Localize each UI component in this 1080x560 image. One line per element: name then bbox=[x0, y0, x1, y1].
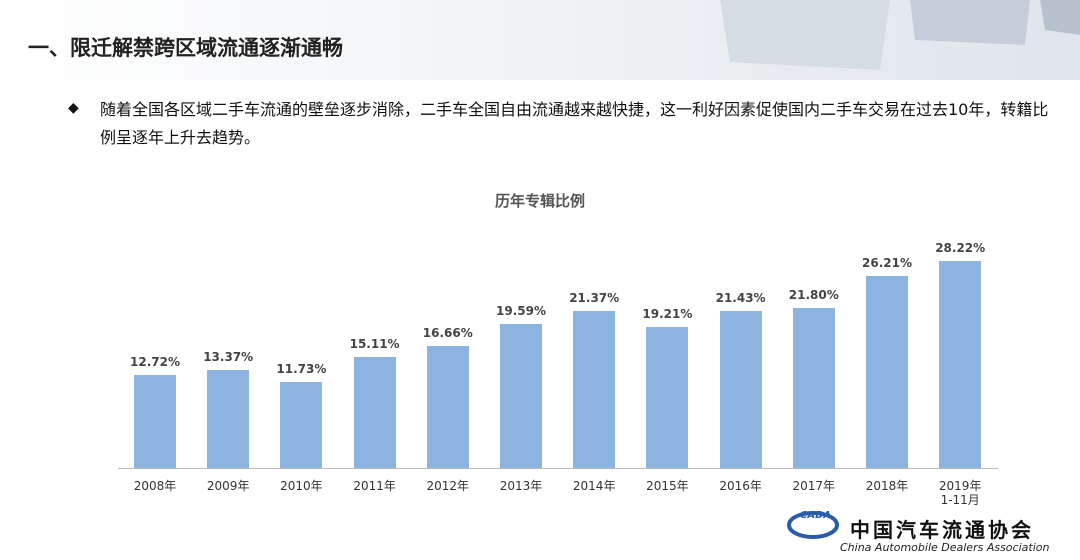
bullet-marker: ◆ bbox=[68, 100, 79, 116]
value-label: 28.22% bbox=[935, 240, 986, 255]
logo-english: China Automobile Dealers Association bbox=[840, 541, 1050, 554]
header-band bbox=[0, 0, 1080, 80]
x-tick-label: 2013年 bbox=[499, 479, 543, 493]
bar bbox=[792, 307, 835, 468]
bar bbox=[646, 326, 689, 468]
x-tick-label: 2014年 bbox=[572, 479, 616, 493]
x-tick-label: 2008年 bbox=[133, 479, 177, 493]
value-label: 12.72% bbox=[130, 354, 180, 369]
baseline bbox=[118, 468, 998, 469]
x-tick-label: 2017年 bbox=[792, 479, 836, 493]
x-tick-label: 2016年 bbox=[719, 479, 762, 493]
x-tick-label: 2012年 bbox=[426, 479, 470, 493]
bar bbox=[719, 310, 762, 468]
value-label: 13.37% bbox=[203, 349, 254, 364]
value-label: 16.66% bbox=[422, 325, 473, 340]
bar bbox=[353, 357, 396, 468]
x-tick-label: 2019年 1-11月 bbox=[938, 479, 982, 507]
logo-icon bbox=[787, 511, 839, 539]
bar bbox=[573, 311, 616, 468]
logo-mark: CADA bbox=[800, 510, 832, 521]
value-label: 21.80% bbox=[788, 287, 839, 302]
value-label: 11.73% bbox=[276, 361, 327, 376]
x-tick-label: 2010年 bbox=[280, 479, 323, 493]
value-label: 19.21% bbox=[642, 306, 693, 321]
bullet-text: 随着全国各区域二手车流通的壁垒逐步消除，二手车全国自由流通越来越快捷，这一利好因… bbox=[100, 100, 1049, 147]
title: 一、限迁解禁跨区域流通逐渐通畅 bbox=[28, 36, 343, 60]
bar bbox=[280, 381, 323, 468]
bar bbox=[134, 374, 176, 468]
x-tick-label: 2018年 bbox=[865, 479, 909, 493]
x-tick-label: 2011年 bbox=[353, 479, 396, 493]
x-tick-label: 2009年 bbox=[206, 479, 250, 493]
value-label: 15.11% bbox=[349, 337, 400, 352]
bar bbox=[939, 260, 982, 468]
decor bbox=[720, 0, 1080, 70]
bar bbox=[500, 324, 542, 468]
bar bbox=[866, 275, 908, 468]
chart-title: 历年专辑比例 bbox=[494, 192, 585, 210]
value-label: 21.37% bbox=[569, 291, 620, 306]
value-label: 26.21% bbox=[862, 255, 912, 270]
logo-name: 中国汽车流通协会 bbox=[850, 518, 1034, 542]
x-tick-label: 2015年 bbox=[646, 479, 689, 493]
value-label: 21.43% bbox=[715, 290, 766, 305]
bar bbox=[207, 369, 250, 468]
value-label: 19.59% bbox=[496, 304, 546, 319]
bar bbox=[426, 345, 469, 468]
